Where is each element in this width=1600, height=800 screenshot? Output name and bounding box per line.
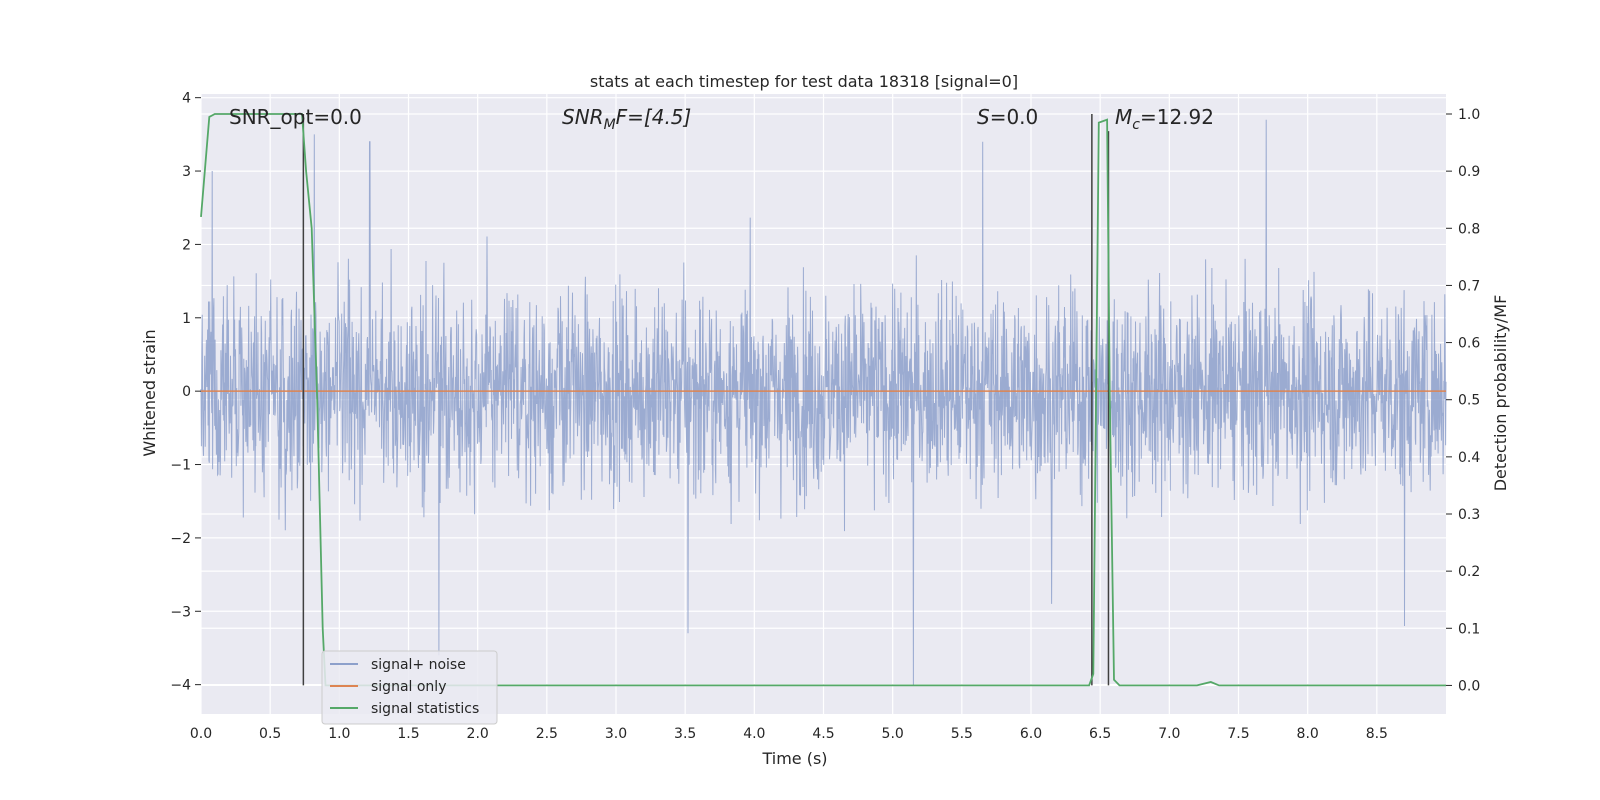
x-axis-ticks: 0.0 0.5 1.0 1.5 2.0 2.5 3.0 3.5 4.0 4.5 5.0 5.5 6.0 6… xyxy=(190,726,1388,742)
x-tick-label: 6.5 xyxy=(1089,726,1111,742)
left-axis-ticks: 4 3 2 1 0 −1 −2 −3 −4 xyxy=(170,91,201,694)
signal-noise-series xyxy=(200,119,1447,685)
left-tick-label: −2 xyxy=(170,531,191,547)
left-tick-label: 4 xyxy=(182,91,191,107)
left-tick-label: −4 xyxy=(170,678,191,694)
annotation-mc-rest: =12.92 xyxy=(1140,105,1214,129)
right-tick-label: 0.1 xyxy=(1458,621,1480,637)
left-tick-label: 3 xyxy=(182,164,191,180)
right-tick-label: 0.5 xyxy=(1458,393,1480,409)
right-axis-ticks: 1.0 0.9 0.8 0.7 0.6 0.5 0.4 0.3 0.2 0.1 0.0 xyxy=(1446,107,1480,694)
x-tick-label: 0.0 xyxy=(190,726,212,742)
y-axis-label-left: Whitened strain xyxy=(140,329,159,456)
signal-statistics-series xyxy=(200,113,1446,687)
right-tick-label: 0.2 xyxy=(1458,564,1480,580)
x-tick-label: 7.0 xyxy=(1158,726,1180,742)
annotation-s: S=0.0 xyxy=(977,105,1038,129)
x-tick-label: 3.5 xyxy=(674,726,696,742)
x-tick-label: 6.0 xyxy=(1020,726,1042,742)
x-tick-label: 4.0 xyxy=(743,726,765,742)
right-tick-label: 0.8 xyxy=(1458,221,1480,237)
annotation-snr-mf: SNRMF=[4.5] xyxy=(562,105,691,133)
annotation-mc-sub: c xyxy=(1132,117,1140,133)
x-tick-label: 2.5 xyxy=(536,726,558,742)
x-tick-label: 0.5 xyxy=(259,726,281,742)
right-tick-label: 0.6 xyxy=(1458,336,1480,352)
legend-box xyxy=(321,650,498,725)
x-axis-label: Time (s) xyxy=(761,749,827,768)
x-tick-label: 5.0 xyxy=(882,726,904,742)
annotation-snr-opt: SNR_opt=0.0 xyxy=(229,105,362,129)
x-tick-label: 3.0 xyxy=(605,726,627,742)
x-tick-label: 5.5 xyxy=(951,726,973,742)
x-tick-label: 2.0 xyxy=(467,726,489,742)
x-tick-label: 4.5 xyxy=(812,726,834,742)
signal-noise-line xyxy=(200,119,1447,685)
legend-label-signal: signal only xyxy=(371,679,446,695)
annotation-s-main: S xyxy=(977,105,990,129)
left-tick-label: −1 xyxy=(170,458,191,474)
y-axis-label-right: Detection probability/MF xyxy=(1491,295,1510,492)
annotation-s-rest: =0.0 xyxy=(990,105,1039,129)
x-tick-label: 1.5 xyxy=(397,726,419,742)
legend-label-noise: signal+ noise xyxy=(371,657,466,673)
legend-label-statistics: signal statistics xyxy=(371,701,479,717)
right-tick-label: 0.4 xyxy=(1458,450,1480,466)
annotation-snr-mf-sub: M xyxy=(604,117,616,133)
x-tick-label: 8.5 xyxy=(1366,726,1388,742)
legend: signal+ noise signal only signal statist… xyxy=(321,650,498,725)
right-tick-label: 1.0 xyxy=(1458,107,1480,123)
x-tick-label: 8.0 xyxy=(1297,726,1319,742)
annotation-mc-main: M xyxy=(1115,105,1132,129)
annotation-snr-mf-main: SNR xyxy=(562,105,604,129)
x-tick-label: 7.5 xyxy=(1227,726,1249,742)
left-tick-label: 0 xyxy=(182,384,191,400)
right-tick-label: 0.9 xyxy=(1458,164,1480,180)
left-tick-label: 2 xyxy=(182,237,191,253)
annotation-snr-mf-rest: F=[4.5] xyxy=(616,105,692,129)
left-tick-label: 1 xyxy=(182,311,191,327)
right-tick-label: 0.0 xyxy=(1458,678,1480,694)
right-tick-label: 0.7 xyxy=(1458,278,1480,294)
signal-statistics-line xyxy=(200,113,1446,687)
left-tick-label: −3 xyxy=(170,604,191,620)
chart-title: stats at each timestep for test data 183… xyxy=(590,72,1018,91)
right-tick-label: 0.3 xyxy=(1458,507,1480,523)
x-tick-label: 1.0 xyxy=(328,726,350,742)
annotation-mc: Mc=12.92 xyxy=(1115,105,1214,133)
